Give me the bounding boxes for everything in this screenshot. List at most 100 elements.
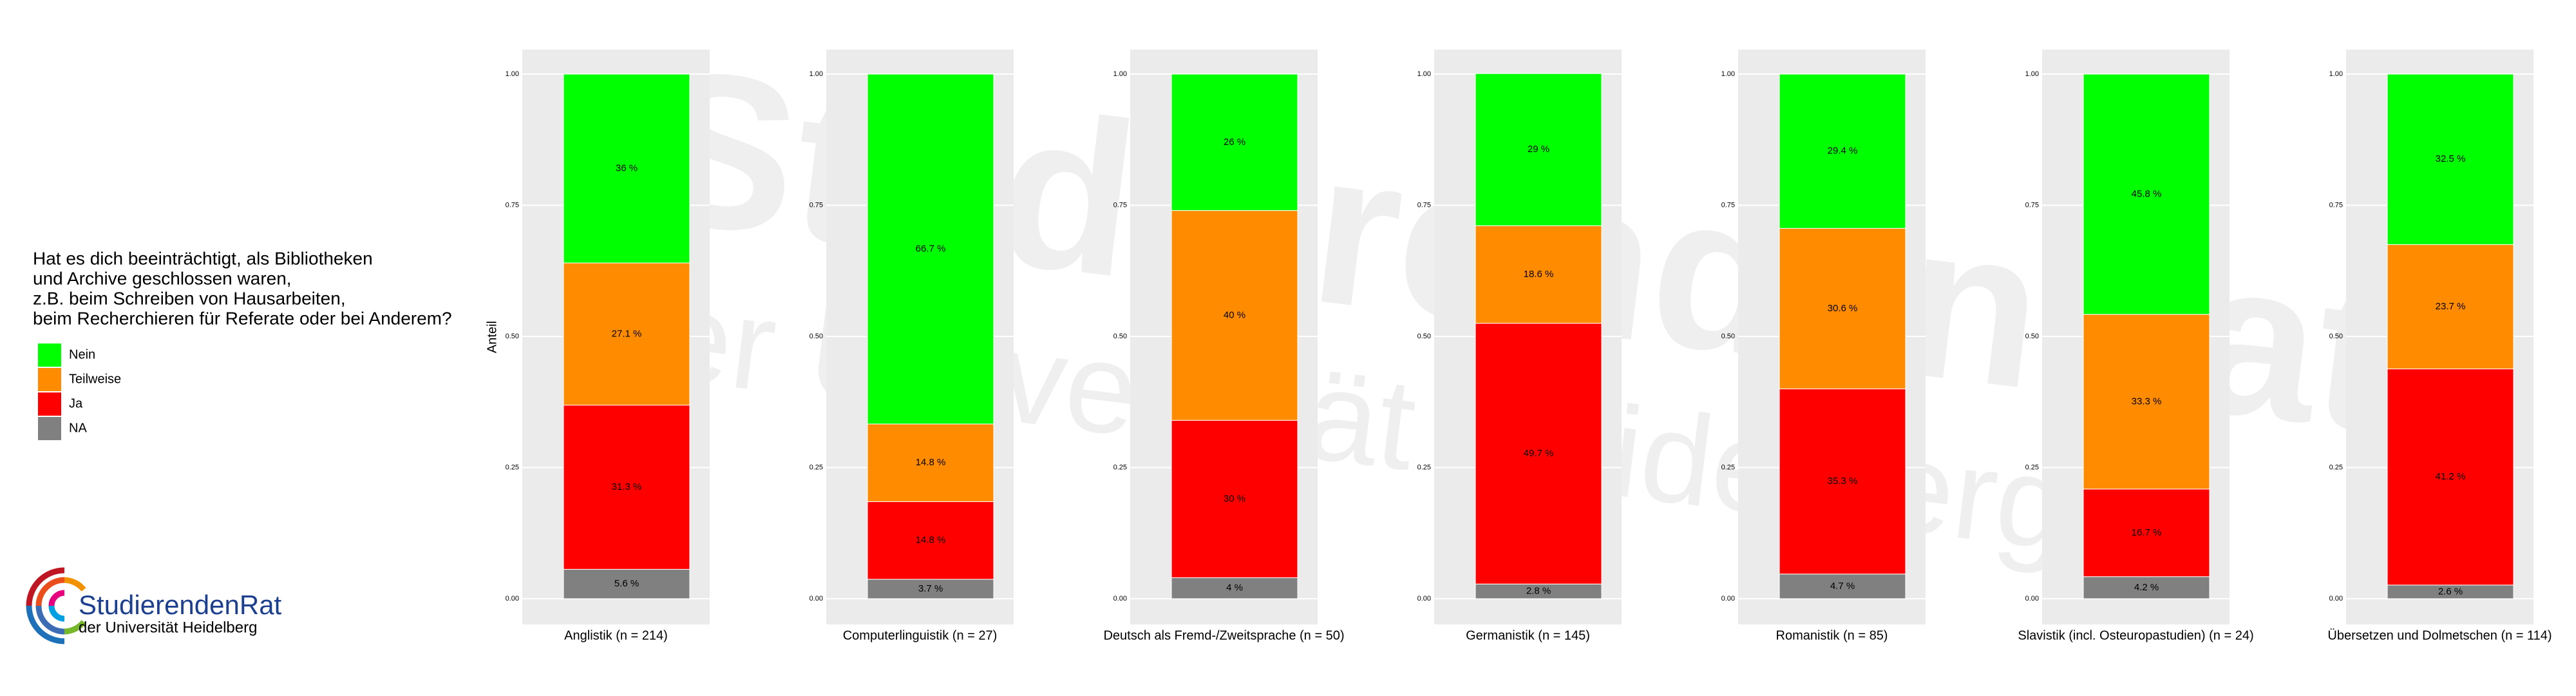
data-label: 32.5 %: [2436, 153, 2466, 164]
data-label: 29.4 %: [1828, 146, 1858, 157]
data-label: 30 %: [1224, 493, 1245, 504]
data-label: 14.8 %: [916, 457, 946, 468]
y-tick-label: 0.00: [1721, 595, 1735, 603]
data-label: 3.7 %: [918, 583, 943, 594]
legend-key: [38, 392, 61, 416]
bar-segment: [2387, 244, 2514, 369]
data-label: 4.7 %: [1830, 581, 1855, 592]
y-tick-label: 0.25: [1721, 463, 1735, 471]
legend-title: z.B. beim Schreiben von Hausarbeiten,: [33, 288, 346, 308]
bar-segment: [1171, 210, 1298, 421]
y-tick-label: 0.00: [1417, 595, 1431, 603]
data-label: 66.7 %: [916, 243, 946, 254]
bar-segment: [2083, 488, 2210, 577]
y-tick-label: 0.75: [1721, 201, 1735, 209]
y-tick-label: 0.25: [1113, 463, 1127, 471]
legend-title: und Archive geschlossen waren,: [33, 268, 292, 288]
y-tick-label: 1.00: [1113, 70, 1127, 78]
bar-segment: [1171, 420, 1298, 578]
data-label: 45.8 %: [2132, 188, 2162, 199]
y-tick-label: 0.25: [1417, 463, 1431, 471]
bar-segment: [1779, 388, 1906, 575]
legend-label: Ja: [69, 396, 83, 411]
y-tick-label: 0.75: [1417, 201, 1431, 209]
bar-segment: [867, 73, 994, 425]
bar-segment: [1171, 73, 1298, 211]
data-label: 33.3 %: [2132, 396, 2162, 407]
y-tick-label: 0.25: [2329, 463, 2343, 471]
y-tick-label: 0.75: [2329, 201, 2343, 209]
data-label: 16.7 %: [2132, 527, 2162, 538]
y-tick-label: 0.00: [506, 595, 519, 603]
bar-segment: [563, 73, 690, 264]
legend-label: Teilweise: [69, 372, 121, 386]
y-tick-label: 1.00: [810, 70, 823, 78]
y-tick-label: 1.00: [2025, 70, 2039, 78]
bar-segment: [2083, 576, 2210, 599]
y-tick-label: 1.00: [2329, 70, 2343, 78]
bar-segment: [563, 568, 690, 599]
data-label: 30.6 %: [1828, 303, 1858, 314]
logo-icon: [26, 567, 86, 644]
y-tick-label: 0.00: [810, 595, 823, 603]
bar-segment: [867, 579, 994, 599]
bar-segment: [2387, 73, 2514, 246]
legend-title: Hat es dich beeinträchtigt, als Biblioth…: [33, 248, 373, 268]
legend-label: NA: [69, 421, 87, 435]
data-label: 4 %: [1226, 583, 1243, 594]
data-label: 26 %: [1224, 137, 1245, 148]
legend-key: [38, 343, 61, 367]
data-label: 35.3 %: [1828, 476, 1858, 487]
x-tick-label: Übersetzen und Dolmetschen (n = 114): [2327, 628, 2552, 643]
data-label: 18.6 %: [1524, 269, 1554, 280]
bar-segment: [1475, 73, 1602, 226]
data-label: 36 %: [616, 162, 638, 173]
logo-subtitle: der Universität Heidelberg: [79, 619, 257, 636]
data-label: 27.1 %: [612, 328, 642, 339]
data-label: 4.2 %: [2134, 582, 2159, 593]
x-tick-label: Computerlinguistik (n = 27): [843, 628, 998, 643]
y-tick-label: 0.75: [506, 201, 519, 209]
data-label: 40 %: [1224, 309, 1245, 320]
y-tick-label: 0.50: [506, 333, 519, 340]
bar-segment: [1779, 73, 1906, 229]
bar-segment: [2083, 73, 2210, 315]
y-tick-label: 0.50: [1113, 333, 1127, 340]
data-label: 14.8 %: [916, 535, 946, 546]
data-label: 2.8 %: [1526, 586, 1551, 597]
y-tick-label: 0.00: [1113, 595, 1127, 603]
data-label: 29 %: [1528, 144, 1549, 155]
bar-segment: [2083, 314, 2210, 490]
data-label: 41.2 %: [2436, 471, 2466, 482]
y-tick-label: 0.50: [2025, 333, 2039, 340]
bar-segment: [867, 501, 994, 580]
y-tick-label: 1.00: [1417, 70, 1431, 78]
bar-segment: [867, 423, 994, 502]
y-tick-label: 0.00: [2329, 595, 2343, 603]
y-tick-label: 0.25: [2025, 463, 2039, 471]
data-label: 23.7 %: [2436, 301, 2466, 312]
y-tick-label: 0.00: [2025, 595, 2039, 603]
bar-segment: [563, 405, 690, 570]
bar-segment: [1779, 227, 1906, 389]
y-tick-label: 0.50: [810, 333, 823, 340]
y-tick-label: 0.25: [506, 463, 519, 471]
legend-title: beim Recherchieren für Referate oder bei…: [33, 308, 452, 328]
legend-key: [38, 417, 61, 440]
bar-segment: [1475, 225, 1602, 324]
legend-key: [38, 368, 61, 391]
legend-label: Nein: [69, 347, 95, 362]
data-label: 49.7 %: [1524, 448, 1554, 459]
y-tick-label: 0.50: [2329, 333, 2343, 340]
y-tick-label: 0.50: [1721, 333, 1735, 340]
data-label: 5.6 %: [614, 578, 639, 589]
bar-segment: [563, 262, 690, 406]
bar-segment: [1779, 574, 1906, 599]
bar-segment: [1475, 323, 1602, 585]
data-label: 31.3 %: [612, 481, 642, 492]
y-tick-label: 0.50: [1417, 333, 1431, 340]
y-tick-label: 1.00: [1721, 70, 1735, 78]
x-tick-label: Germanistik (n = 145): [1466, 628, 1590, 643]
y-tick-label: 0.75: [2025, 201, 2039, 209]
